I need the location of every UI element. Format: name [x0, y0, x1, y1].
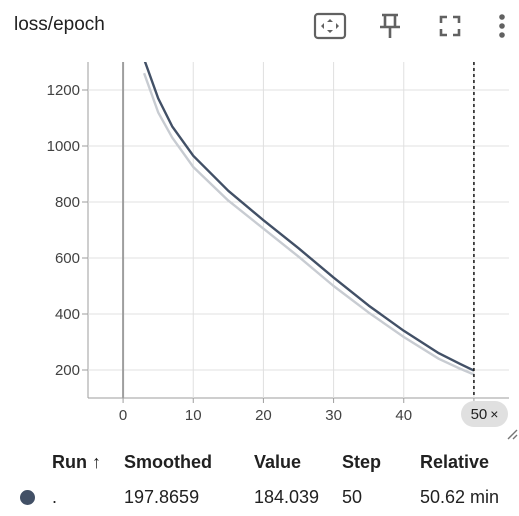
close-icon[interactable]: × [490, 406, 499, 422]
chart-grid [82, 62, 509, 403]
x-tick-label: 30 [325, 407, 342, 424]
step-pill[interactable]: 50 × [461, 401, 508, 427]
chart-lines [142, 62, 475, 398]
pin-icon [380, 13, 400, 38]
smoothed-value: 197.8659 [124, 487, 200, 507]
more-vert-icon [499, 14, 505, 38]
fullscreen-button[interactable] [430, 8, 470, 44]
col-relative-header[interactable]: Relative [420, 452, 490, 472]
pin-button[interactable] [370, 8, 410, 44]
fit-domain-icon [313, 12, 347, 40]
col-smoothed-header[interactable]: Smoothed [124, 452, 212, 472]
y-tick-label: 200 [55, 362, 80, 379]
raw-value: 184.039 [254, 487, 320, 507]
x-tick-label: 10 [185, 407, 202, 424]
loss-chart[interactable]: 200 400 600 800 1000 1200 0 10 20 30 40 [0, 0, 519, 450]
run-color-dot [20, 490, 35, 505]
y-tick-label: 600 [55, 250, 80, 267]
step-value: 50 [342, 487, 363, 507]
x-tick-label: 40 [395, 407, 412, 424]
resize-handle-icon[interactable] [506, 428, 518, 440]
col-run-header[interactable]: Run ↑ [52, 452, 101, 472]
card-title: loss/epoch [14, 14, 105, 35]
step-pill-value: 50 [470, 405, 488, 423]
fit-domain-button[interactable] [310, 8, 350, 44]
raw-series-line [142, 72, 475, 376]
more-menu-button[interactable] [490, 8, 514, 44]
chart-ticks: 200 400 600 800 1000 1200 0 10 20 30 40 [47, 82, 412, 424]
run-name: . [52, 487, 58, 507]
fullscreen-icon [439, 15, 461, 37]
y-tick-label: 1200 [47, 82, 80, 99]
col-step-header[interactable]: Step [342, 452, 382, 472]
y-tick-label: 400 [55, 306, 80, 323]
smoothed-series-line [143, 62, 475, 372]
y-tick-label: 800 [55, 194, 80, 211]
y-tick-label: 1000 [47, 138, 80, 155]
col-value-header[interactable]: Value [254, 452, 302, 472]
relative-value: 50.62 min [420, 487, 500, 507]
x-tick-label: 20 [255, 407, 272, 424]
x-tick-label: 0 [119, 407, 127, 424]
